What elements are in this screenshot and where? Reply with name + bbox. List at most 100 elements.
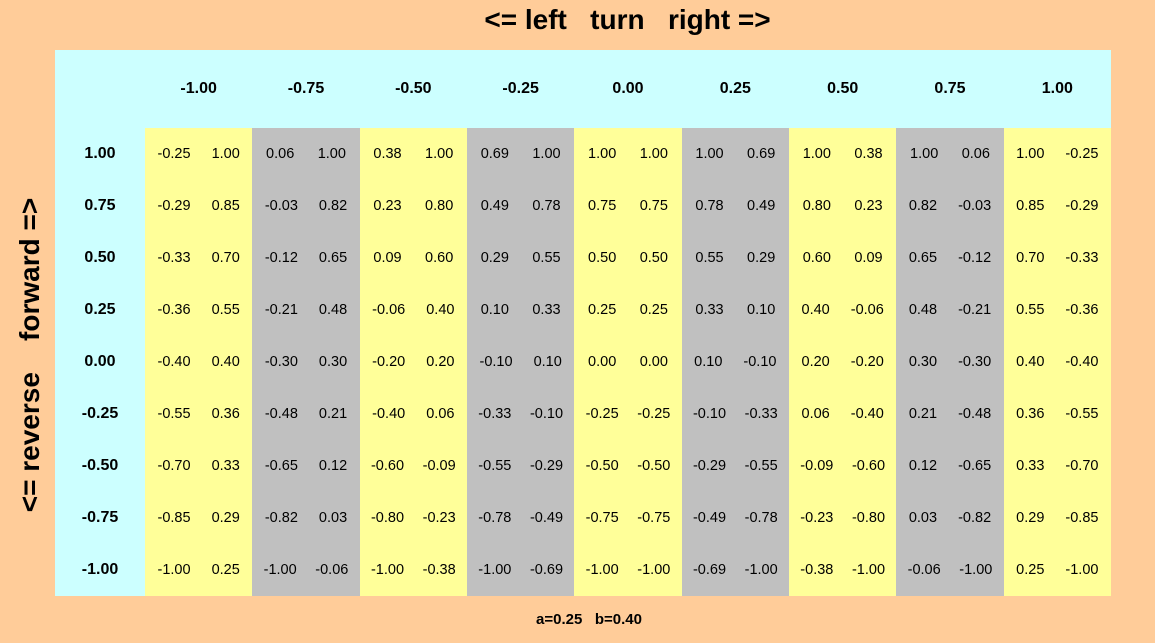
right-value: 0.12 — [318, 458, 348, 474]
parameter-caption: a=0.25 b=0.40 — [536, 611, 642, 628]
column-header: 0.25 — [719, 80, 751, 97]
row-header: 0.25 — [84, 301, 116, 318]
table-cell: 0.06 -0.40 — [789, 388, 897, 440]
table-cell: -0.85 0.29 — [145, 492, 253, 544]
right-value: -0.06 — [850, 302, 884, 318]
left-value: 0.29 — [1016, 510, 1045, 526]
left-value: 1.00 — [1016, 146, 1045, 162]
right-value: 1.00 — [532, 146, 561, 162]
left-value: 0.33 — [695, 302, 724, 318]
left-value: 0.85 — [1016, 198, 1045, 214]
left-value: -0.25 — [157, 146, 191, 162]
left-value: -0.10 — [692, 406, 727, 422]
right-value: 0.33 — [211, 458, 240, 474]
right-value: 0.48 — [318, 302, 348, 318]
right-value: 0.06 — [426, 406, 455, 422]
right-value: -1.00 — [959, 562, 993, 578]
right-value: -0.33 — [1065, 250, 1099, 266]
left-value: -0.40 — [157, 354, 191, 370]
row-header: -1.00 — [81, 561, 119, 578]
row-header: 0.00 — [84, 353, 116, 370]
left-value: -0.21 — [264, 302, 298, 318]
table-cell: -0.40 0.06 — [359, 388, 467, 440]
right-value: -0.03 — [958, 198, 992, 214]
left-value: -0.69 — [692, 562, 727, 578]
left-value: -0.85 — [157, 510, 191, 526]
right-value: 0.55 — [532, 250, 561, 266]
row-header: 1.00 — [84, 145, 116, 162]
right-value: -0.55 — [744, 458, 778, 474]
left-value: -0.36 — [157, 302, 191, 318]
right-value: -0.48 — [958, 406, 992, 422]
left-value: 0.50 — [588, 250, 617, 266]
left-value: 0.33 — [1016, 458, 1045, 474]
table-cell: 0.06 1.00 — [252, 128, 360, 180]
table-cell: 0.70 -0.33 — [1003, 232, 1111, 284]
table-cell: -0.12 0.65 — [252, 232, 360, 284]
right-value: -1.00 — [744, 562, 778, 578]
right-value: -0.85 — [1065, 510, 1099, 526]
right-value: 1.00 — [317, 146, 346, 162]
table-cell: 0.00 0.00 — [574, 336, 682, 388]
right-value: 0.50 — [639, 250, 668, 266]
left-value: 0.70 — [1016, 250, 1045, 266]
left-value: 0.40 — [801, 302, 830, 318]
table-cell: 0.49 0.78 — [467, 180, 575, 232]
right-value: -0.29 — [529, 458, 564, 474]
table-cell: 0.75 0.75 — [574, 180, 682, 232]
right-value: -0.55 — [1065, 406, 1099, 422]
table-cell: -0.20 0.20 — [359, 336, 467, 388]
right-value: -0.80 — [851, 510, 886, 526]
left-value: 0.23 — [373, 198, 402, 214]
right-value: 0.69 — [747, 146, 776, 162]
right-value: -0.36 — [1065, 302, 1099, 318]
table-cell: -0.10 0.10 — [467, 336, 575, 388]
left-value: 1.00 — [588, 146, 617, 162]
left-value: 0.09 — [373, 250, 402, 266]
left-value: 0.60 — [802, 250, 831, 266]
table-cell: 0.21 -0.48 — [896, 388, 1004, 440]
left-value: -0.06 — [907, 562, 941, 578]
right-value: 0.30 — [318, 354, 348, 370]
table-cell: 0.23 0.80 — [359, 180, 467, 232]
left-value: -0.82 — [264, 510, 298, 526]
left-value: 0.49 — [480, 198, 509, 214]
right-value: 0.65 — [318, 250, 348, 266]
table-cell: -0.60 -0.09 — [359, 440, 467, 492]
right-value: 0.33 — [532, 302, 561, 318]
left-value: -0.23 — [800, 510, 834, 526]
left-value: -0.30 — [264, 354, 298, 370]
row-header: -0.75 — [81, 509, 119, 526]
table-cell: -0.55 -0.29 — [467, 440, 575, 492]
left-value: 0.29 — [480, 250, 509, 266]
right-value: 0.23 — [854, 198, 883, 214]
right-value: -0.38 — [422, 562, 456, 578]
right-value: 0.40 — [211, 354, 240, 370]
table-cell: 0.25 0.25 — [574, 284, 682, 336]
row-header: 0.50 — [84, 249, 116, 266]
table-cell: -0.38 -1.00 — [789, 544, 897, 596]
right-value: -0.60 — [851, 458, 886, 474]
left-value: 0.12 — [908, 458, 938, 474]
table-cell: 0.80 0.23 — [789, 180, 897, 232]
column-header: -0.50 — [395, 80, 432, 97]
table-cell: 0.38 1.00 — [359, 128, 467, 180]
right-value: -0.69 — [529, 562, 564, 578]
right-value: 0.25 — [211, 562, 240, 578]
table-cell: -0.80 -0.23 — [359, 492, 467, 544]
left-value: -0.12 — [264, 250, 298, 266]
left-value: -0.55 — [157, 406, 191, 422]
table-cell: 0.25 -1.00 — [1003, 544, 1111, 596]
right-value: -1.00 — [851, 562, 886, 578]
left-value: -1.00 — [263, 562, 297, 578]
left-value: 1.00 — [695, 146, 724, 162]
left-value: 0.69 — [480, 146, 509, 162]
left-value: -0.29 — [157, 198, 191, 214]
table-cell: -0.33 0.70 — [145, 232, 253, 284]
table-cell: 0.40 -0.40 — [1003, 336, 1111, 388]
row-header: -0.25 — [81, 405, 119, 422]
table-cell: -0.75 -0.75 — [574, 492, 682, 544]
column-header: 0.00 — [612, 80, 644, 97]
table-cell: -0.09 -0.60 — [789, 440, 897, 492]
table-cell: -1.00 -0.06 — [252, 544, 360, 596]
